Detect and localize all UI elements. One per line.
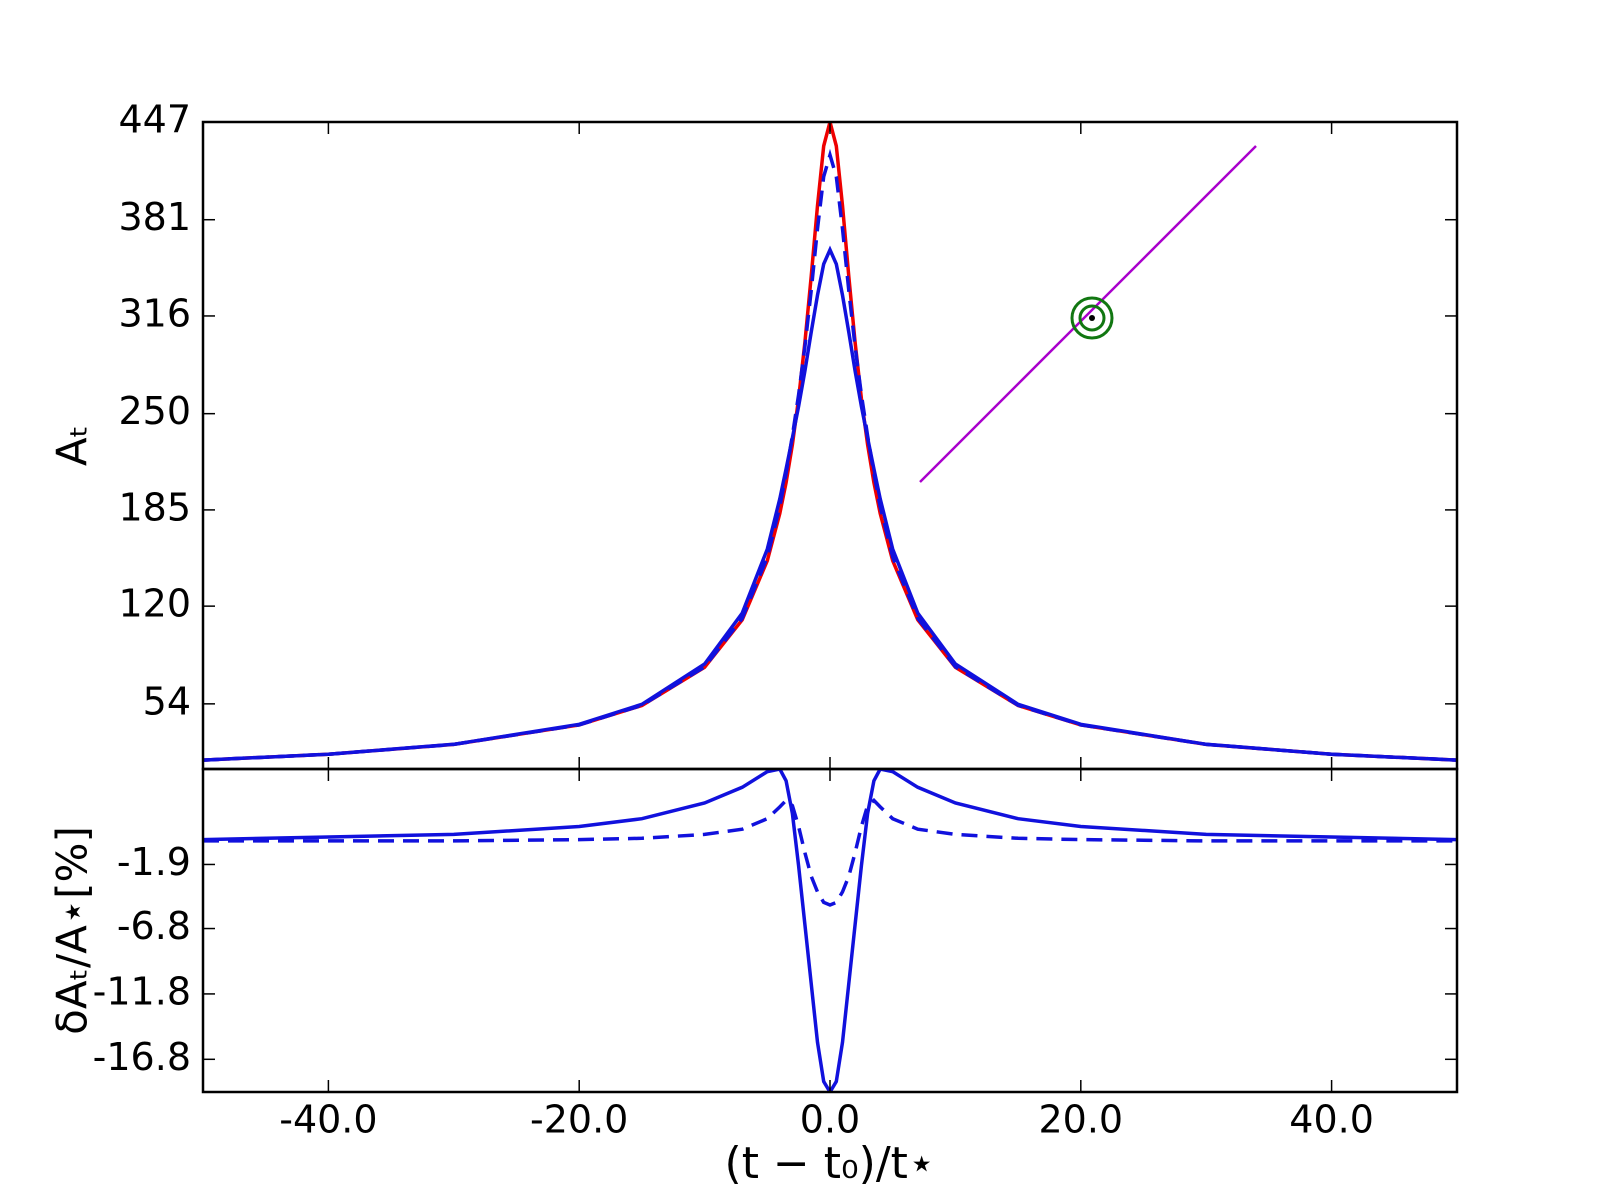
inner-ring [1078, 304, 1106, 332]
data-line [203, 798, 1457, 907]
x-tick-label: 20.0 [1038, 1098, 1123, 1142]
data-line [203, 245, 1457, 762]
lens-point [1089, 315, 1095, 321]
y-tick-label: -6.8 [117, 904, 191, 948]
data-line [203, 122, 1457, 762]
source-track [919, 145, 1257, 483]
y-tick-label: 316 [118, 291, 191, 335]
lens-inset [919, 145, 1257, 483]
x-axis-label: (t − t₀)/t⋆ [725, 1138, 936, 1189]
y-tick-label: 250 [118, 389, 191, 433]
y-tick-label: -16.8 [93, 1035, 191, 1079]
plot-area [203, 122, 1457, 762]
axes-frame [201, 120, 1459, 771]
axes-frame [201, 767, 1459, 1094]
y-tick-label: 54 [143, 679, 191, 723]
y-tick-label: 447 [118, 98, 191, 142]
data-line [203, 148, 1457, 762]
y-tick-label: 120 [118, 582, 191, 626]
y-tick-label: -11.8 [93, 969, 191, 1013]
y-tick-label: -1.9 [117, 840, 191, 884]
y-axis-label: δAₜ/A⋆[%] [48, 826, 97, 1035]
y-axis-label: Aₜ [48, 425, 97, 466]
x-tick-label: -40.0 [279, 1098, 377, 1142]
data-line [203, 769, 1457, 1092]
plot-area [203, 769, 1457, 1092]
x-tick-label: -20.0 [530, 1098, 628, 1142]
y-tick-label: 185 [118, 485, 191, 529]
x-tick-label: 40.0 [1289, 1098, 1374, 1142]
outer-ring [1070, 296, 1114, 340]
x-tick-label: 0.0 [800, 1098, 860, 1142]
y-tick-label: 381 [118, 195, 191, 239]
